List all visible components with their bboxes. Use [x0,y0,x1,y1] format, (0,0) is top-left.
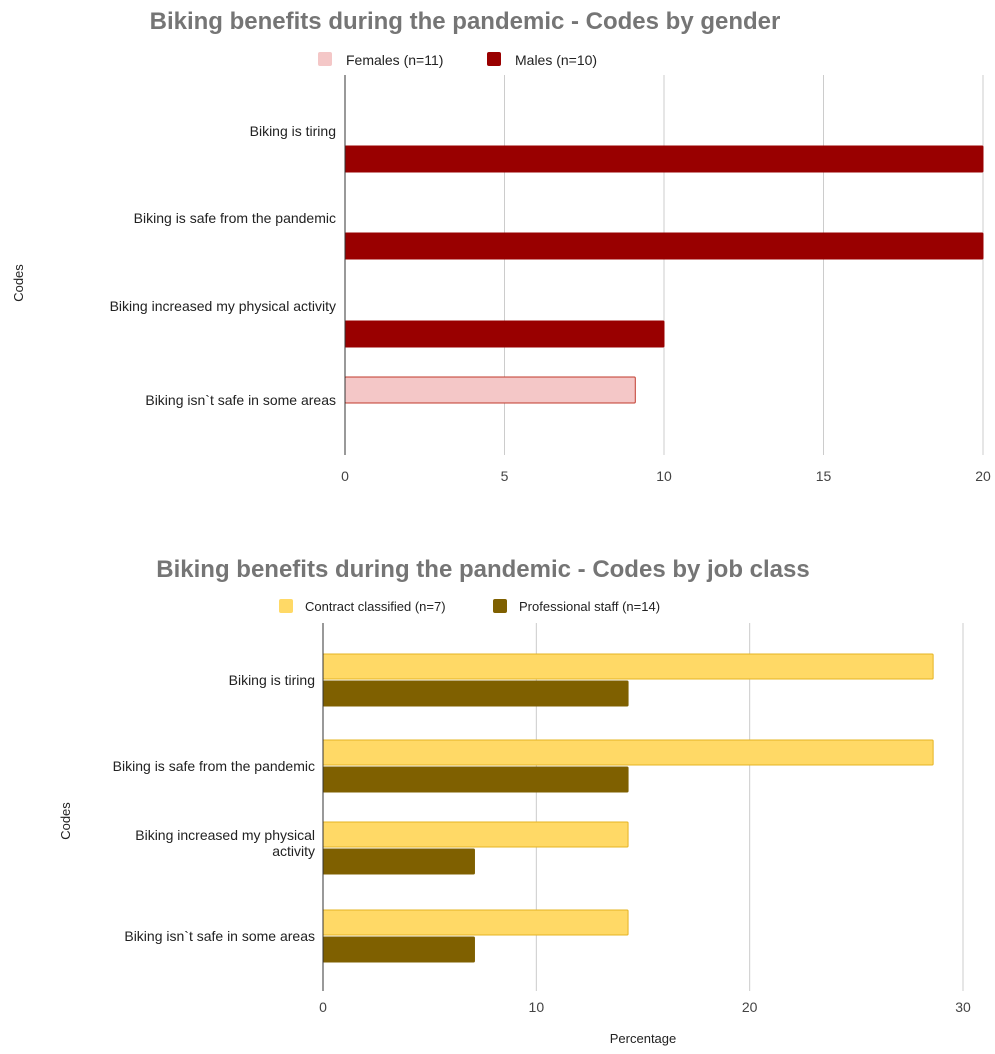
category-label: Biking isn`t safe in some areas [124,928,315,944]
legend: Females (n=11) Males (n=10) [318,52,597,68]
chart-title: Biking benefits during the pandemic - Co… [150,8,781,35]
x-tick-label: 5 [501,468,509,484]
y-axis-title: Codes [58,802,73,840]
legend-label-contract: Contract classified (n=7) [305,599,446,614]
bar-series2 [322,848,475,875]
legend-swatch-males [487,52,501,66]
category-label: Biking is tiring [250,123,336,139]
bar-series2 [344,232,984,260]
bar-series1 [322,739,934,766]
legend-swatch-professional [493,599,507,613]
legend-swatch-contract [279,599,293,613]
x-axis-title: Percentage [610,1031,677,1046]
legend: Contract classified (n=7) Professional s… [279,599,660,614]
gender-chart: Biking benefits during the pandemic - Co… [0,0,995,505]
bar-series2 [322,680,629,707]
x-tick-label: 10 [656,468,672,484]
x-tick-label: 20 [975,468,991,484]
x-tick-label: 30 [955,999,971,1015]
x-tick-label: 15 [816,468,832,484]
legend-label-females: Females (n=11) [346,52,443,68]
category-label: Biking isn`t safe in some areas [145,392,336,408]
plot-area: 0 10 20 30 Biking is tiring Biking is safe fr… [113,623,971,1015]
x-tick-label: 10 [529,999,545,1015]
bar-series1 [322,653,934,680]
chart-title: Biking benefits during the pandemic - Co… [156,556,809,583]
bar-series1 [344,376,636,404]
x-tick-label: 20 [742,999,758,1015]
bar-series2 [322,766,629,793]
y-axis-title: Codes [11,264,26,302]
x-tick-label: 0 [319,999,327,1015]
bar-series2 [344,320,665,348]
legend-label-professional: Professional staff (n=14) [519,599,660,614]
bar-series2 [344,145,984,173]
x-tick-label: 0 [341,468,349,484]
bar-series1 [322,821,629,848]
job-class-chart: Biking benefits during the pandemic - Co… [0,550,995,1054]
job-class-chart-svg: Biking benefits during the pandemic - Co… [58,556,971,1046]
legend-label-males: Males (n=10) [515,52,597,68]
category-label: Biking is safe from the pandemic [113,758,315,774]
category-label: Biking is tiring [229,672,315,688]
gender-chart-svg: Biking benefits during the pandemic - Co… [11,8,991,484]
legend-swatch-females [318,52,332,66]
category-label: Biking increased my physical activity [135,827,315,859]
bar-series2 [322,936,475,963]
bar-series1 [322,909,629,936]
category-label: Biking increased my physical activity [110,298,336,314]
category-label: Biking is safe from the pandemic [134,210,336,226]
plot-area: 0 5 10 15 20 Biking is tiring Biking is safe f… [110,75,991,484]
